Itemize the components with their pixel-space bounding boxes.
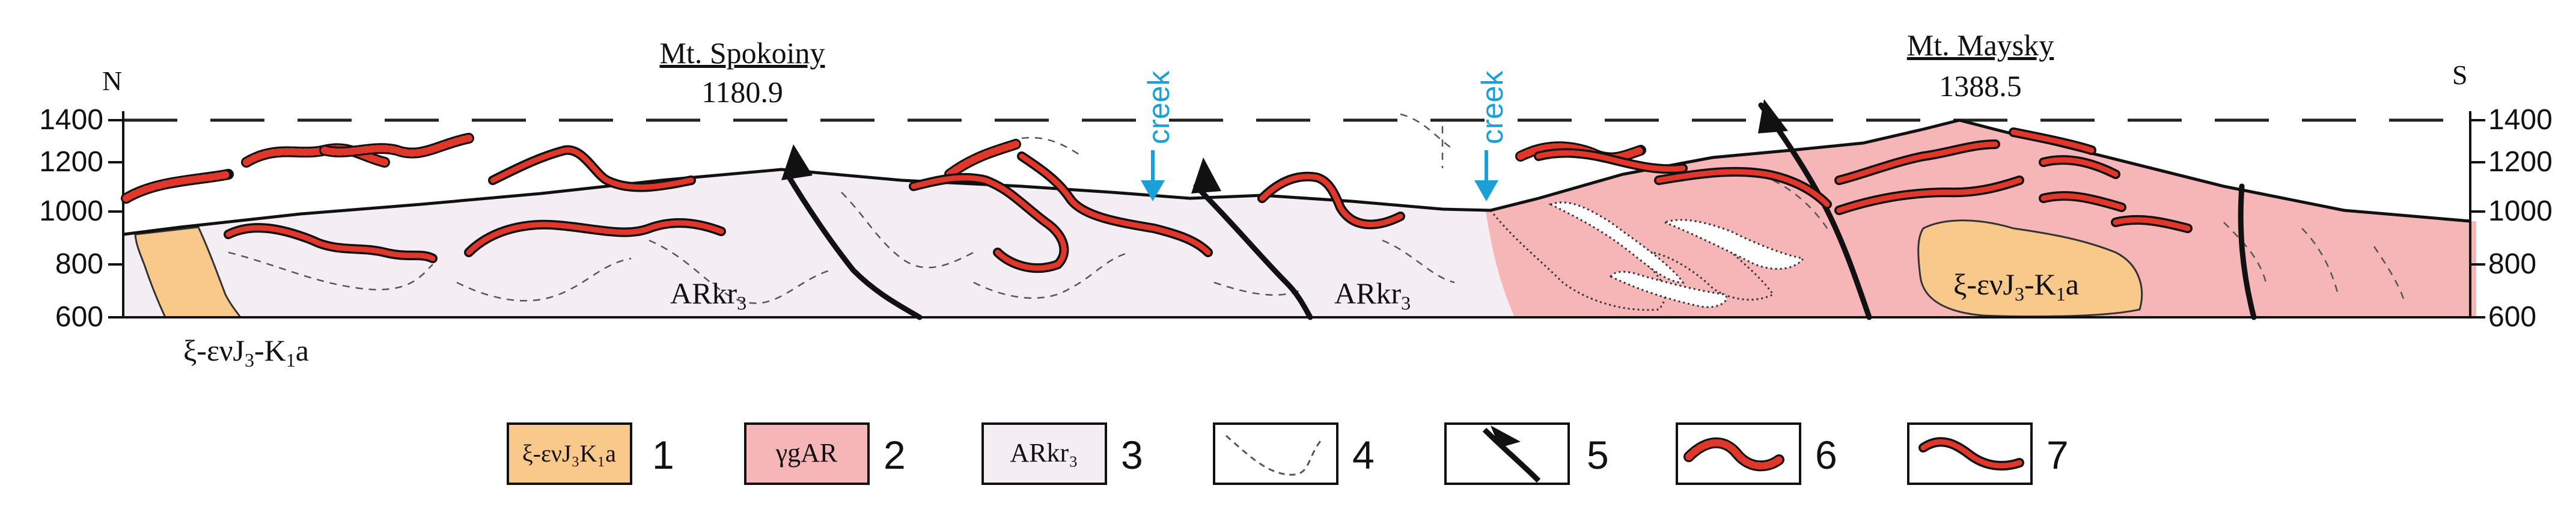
- peak-spokoiny-elevation: 1180.9: [701, 75, 783, 109]
- granite-apophysis-3: [1609, 270, 1727, 308]
- legend-sample-1: ξ-ενJ₃K₁a: [522, 440, 616, 467]
- legend-number-1: 1: [652, 433, 674, 477]
- left-tick-600: 600: [55, 301, 103, 333]
- intrusion-label-north: ξ-ενJ3-K1a: [183, 334, 309, 371]
- legend: ξ-ενJ₃K₁a 1 γgAR 2 ARkr₃ 3 4 5 6 7: [507, 422, 2069, 485]
- legend-swatch-1: [507, 422, 632, 485]
- legend-trend-line-sample: [1225, 434, 1323, 476]
- creek-label-2: creek: [1476, 70, 1509, 144]
- legend-sample-2: γgAR: [775, 438, 838, 468]
- left-tick-800: 800: [55, 248, 103, 280]
- legend-solid-vein-fill: [1920, 439, 2022, 469]
- granite-apophysis-1: [1548, 201, 1685, 284]
- granite-apophysis-2: [1662, 219, 1805, 270]
- right-tick-1400: 1400: [2488, 104, 2553, 136]
- legend-sample-3: ARkr₃: [1010, 438, 1078, 468]
- intrusion-label-south: ξ-ενJ3-K1a: [1953, 267, 2079, 305]
- legend-swatch-3: [981, 422, 1107, 485]
- left-tick-1200: 1200: [39, 146, 103, 178]
- right-tick-1000: 1000: [2488, 195, 2553, 227]
- creek-arrow-head-1: [1141, 180, 1165, 201]
- arkr-label-west: ARkr3: [670, 276, 746, 314]
- peak-maysky-elevation: 1388.5: [1939, 69, 2022, 103]
- legend-number-3: 3: [1121, 433, 1143, 477]
- creek-arrow-head-2: [1474, 180, 1498, 201]
- left-elevation-axis: [108, 119, 123, 319]
- legend-fault-arrow: [1491, 425, 1521, 448]
- right-tick-800: 800: [2488, 248, 2536, 280]
- left-tick-1000: 1000: [39, 195, 103, 227]
- topographic-profile: [123, 118, 2471, 236]
- legend-number-6: 6: [1815, 433, 1837, 477]
- right-elevation-axis: [2470, 119, 2485, 319]
- legend-swatch-4: [1213, 422, 1338, 485]
- north-label: N: [102, 66, 122, 96]
- thrust-fault-arrowheads: [781, 99, 1788, 194]
- right-tick-1200: 1200: [2488, 146, 2553, 178]
- legend-swatch-6: [1676, 422, 1801, 485]
- intrusion-body-south: [1917, 219, 2143, 317]
- legend-swatch-2: [744, 422, 870, 485]
- peak-maysky-name: Mt. Maysky: [1907, 28, 2054, 62]
- legend-fault-sample: [1482, 427, 1541, 483]
- right-tick-600: 600: [2488, 301, 2536, 333]
- structural-trend-lines: [228, 113, 2405, 304]
- peak-spokoiny-name: Mt. Spokoiny: [659, 36, 825, 70]
- creek-label-1: creek: [1142, 70, 1176, 144]
- left-tick-1400: 1400: [39, 104, 103, 136]
- legend-number-5: 5: [1587, 433, 1609, 477]
- legend-number-2: 2: [884, 433, 906, 477]
- arkr-label-east: ARkr3: [1334, 276, 1411, 314]
- legend-number-7: 7: [2046, 433, 2069, 477]
- thrust-faults: [784, 102, 2257, 320]
- south-label: S: [2452, 59, 2468, 90]
- legend-number-4: 4: [1352, 433, 1375, 477]
- legend-dotted-vein-fill: [1685, 439, 1783, 470]
